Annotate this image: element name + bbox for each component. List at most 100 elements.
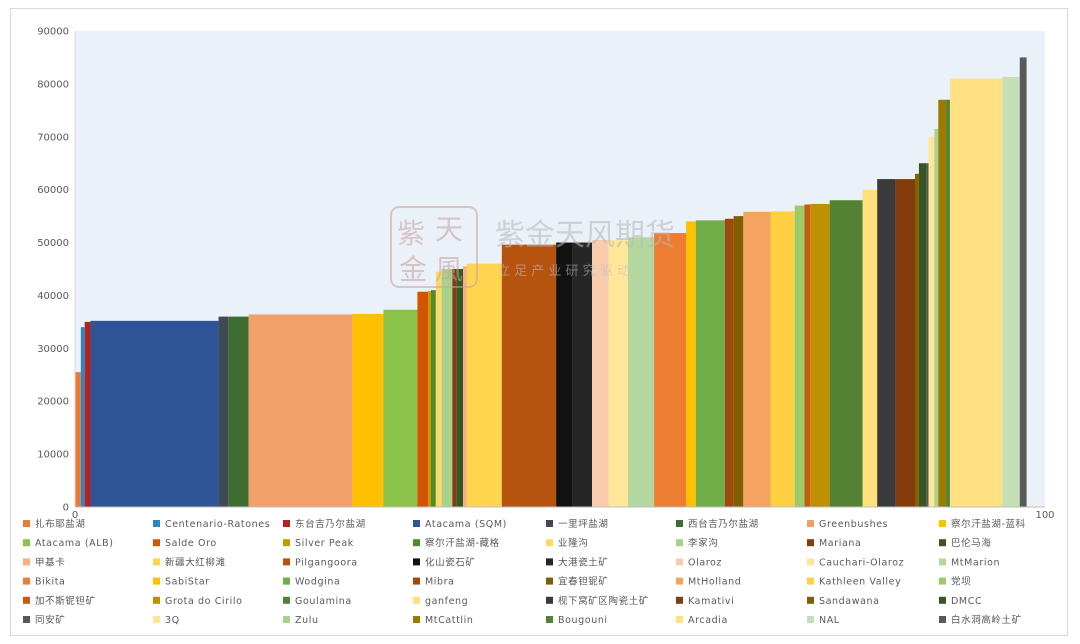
bar-23 xyxy=(608,239,628,507)
legend-item: 察尔汗盐湖-藏格 xyxy=(413,537,499,549)
legend-label: Zulu xyxy=(295,615,319,626)
legend-item: Greenbushes xyxy=(807,519,888,530)
bar-17 xyxy=(463,266,467,507)
legend-item: 西台吉乃尔盐湖 xyxy=(676,518,758,530)
legend-swatch xyxy=(676,558,683,566)
legend-label: Atacama (SQM) xyxy=(425,519,507,530)
bar-11 xyxy=(428,291,431,507)
legend-item: 化山瓷石矿 xyxy=(413,556,476,568)
bar-20 xyxy=(556,242,573,508)
legend-label: Silver Peak xyxy=(295,538,354,549)
legend-label: 业隆沟 xyxy=(558,537,588,549)
legend-item: 新疆大红柳滩 xyxy=(153,556,225,568)
legend-swatch xyxy=(283,558,290,566)
legend-item: Pilgangoora xyxy=(283,557,358,568)
legend-item: Goulamina xyxy=(283,596,351,607)
y-axis: 0 10000 20000 30000 40000 50000 60000 70000 8000… xyxy=(37,27,69,514)
legend-item: 甲基卡 xyxy=(23,556,65,568)
legend-swatch xyxy=(413,520,420,527)
legend-label: Mariana xyxy=(819,538,861,549)
legend-swatch xyxy=(546,520,553,527)
x-axis: 0 100 xyxy=(72,510,1055,521)
legend-swatch xyxy=(283,539,290,547)
legend-item: 枧下窝矿区陶瓷土矿 xyxy=(546,595,648,607)
legend-swatch xyxy=(807,558,814,566)
bar-19 xyxy=(501,244,557,507)
legend-label: MtCattlin xyxy=(425,615,474,626)
y-tick-label: 30000 xyxy=(37,344,69,355)
legend-label: 宜春钽铌矿 xyxy=(558,576,609,588)
legend-swatch xyxy=(807,596,814,604)
legend-swatch xyxy=(413,558,420,566)
legend-label: Olaroz xyxy=(688,557,722,568)
watermark-title: 紫金天风期货 xyxy=(495,218,675,253)
legend-label: 白水洞高岭土矿 xyxy=(951,614,1022,626)
legend-label: Kathleen Valley xyxy=(819,577,901,588)
legend-item: Mibra xyxy=(413,577,454,588)
legend-swatch xyxy=(546,616,553,623)
legend-swatch xyxy=(413,616,420,623)
legend-item: Grota do Cirilo xyxy=(153,596,242,607)
legend-swatch xyxy=(939,558,946,566)
legend-item: Arcadia xyxy=(676,615,727,626)
legend-item: 加不斯铌钽矿 xyxy=(23,595,96,607)
bar-4 xyxy=(90,320,219,507)
legend-swatch xyxy=(23,596,30,604)
bar-32 xyxy=(794,205,805,508)
bar-14 xyxy=(441,269,453,507)
bar-34 xyxy=(810,203,830,508)
legend-label: 化山瓷石矿 xyxy=(425,556,476,568)
bar-10 xyxy=(417,291,429,507)
bar-47 xyxy=(1002,77,1020,507)
legend-label: ganfeng xyxy=(425,596,468,607)
legend-swatch xyxy=(676,616,683,623)
legend-label: Wodgina xyxy=(295,577,340,588)
legend-swatch xyxy=(283,577,290,585)
legend-item: Bikita xyxy=(23,577,65,588)
legend-label: Greenbushes xyxy=(819,519,888,530)
legend-swatch xyxy=(153,577,160,585)
bar-5 xyxy=(218,316,229,507)
y-tick-label: 80000 xyxy=(37,79,69,90)
legend-label: Bougouni xyxy=(558,615,608,626)
bar-6 xyxy=(228,316,249,507)
y-tick-label: 10000 xyxy=(37,450,69,461)
legend-swatch xyxy=(283,520,290,527)
legend-swatch xyxy=(413,577,420,585)
bar-38 xyxy=(895,179,916,508)
legend-label: Sandawana xyxy=(819,596,880,607)
bar-7 xyxy=(248,314,353,507)
lithium-cost-curve-chart: 0 10000 20000 30000 40000 50000 60000 70000 8000… xyxy=(23,27,1055,626)
legend-item: DMCC xyxy=(939,596,982,607)
legend-label: Salde Oro xyxy=(165,538,217,549)
legend-item: Cauchari-Olaroz xyxy=(807,557,904,568)
legend-item: Zulu xyxy=(283,615,319,626)
legend-item: MtHolland xyxy=(676,577,741,588)
watermark-subtitle: 立 足 产 业 研 究 驱 动 xyxy=(497,264,630,279)
legend-item: Atacama (SQM) xyxy=(413,519,507,530)
legend-label: 李家沟 xyxy=(688,537,718,549)
legend-label: 大港瓷土矿 xyxy=(558,556,609,568)
y-tick-label: 90000 xyxy=(37,27,69,38)
watermark-logo-char-1: 紫 xyxy=(397,217,425,250)
bar-9 xyxy=(383,309,418,507)
bar-35 xyxy=(829,200,863,507)
legend-item: Kathleen Valley xyxy=(807,577,901,588)
legend-item: 察尔汗盐湖-蓝科 xyxy=(939,518,1025,530)
legend-item: Atacama (ALB) xyxy=(23,538,113,549)
bar-31 xyxy=(770,211,795,507)
y-tick-label: 40000 xyxy=(37,291,69,302)
axes-lines xyxy=(74,31,1045,508)
legend-label: Pilgangoora xyxy=(295,557,358,568)
bar-13 xyxy=(435,271,442,507)
legend-swatch xyxy=(153,520,160,527)
bar-36 xyxy=(862,189,878,507)
watermark-logo-char-2: 天 xyxy=(435,213,463,246)
legend-swatch xyxy=(807,539,814,547)
legend-swatch xyxy=(807,577,814,585)
legend-label: 加不斯铌钽矿 xyxy=(35,595,96,607)
bar-3 xyxy=(84,321,91,507)
bar-22 xyxy=(592,239,609,507)
legend-item: Sandawana xyxy=(807,596,880,607)
bar-1 xyxy=(75,372,81,507)
